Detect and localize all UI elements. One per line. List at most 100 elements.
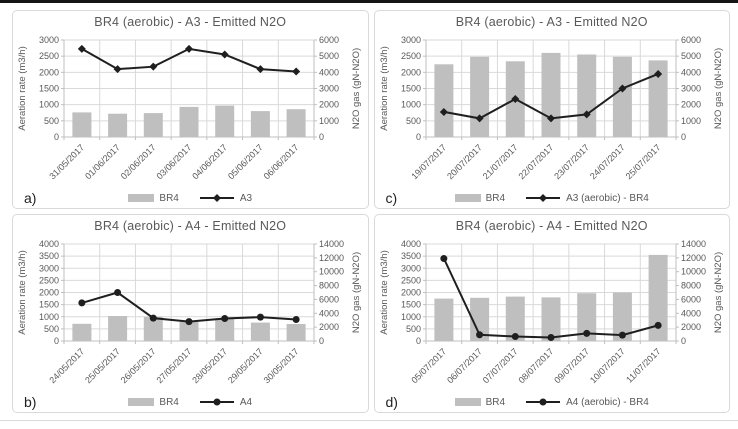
legend-label: BR4 (159, 396, 179, 408)
svg-text:4000: 4000 (681, 67, 701, 77)
line-marker (185, 44, 194, 53)
svg-text:29/05/2017: 29/05/2017 (226, 346, 265, 385)
line-marker (256, 65, 265, 74)
svg-text:06/06/2017: 06/06/2017 (262, 142, 301, 181)
legend-label: A3 (aerobic) - BR4 (566, 192, 649, 204)
bar (179, 106, 199, 137)
svg-text:25/05/2017: 25/05/2017 (83, 346, 122, 385)
chart-plot-d: 0 500 1000 1500 2000 2500 3000 3500 4000 0 2000 400… (379, 239, 724, 385)
svg-text:4000: 4000 (39, 239, 59, 249)
chart-footer: d) BR4 A4 (aerobic) - BR4 (375, 393, 730, 411)
bar-series (434, 254, 668, 341)
svg-text:08/07/2017: 08/07/2017 (516, 346, 555, 385)
svg-text:14000: 14000 (681, 239, 706, 249)
svg-text:4000: 4000 (319, 67, 339, 77)
legend-line-swatch (526, 398, 561, 406)
legend-label: A4 (aerobic) - BR4 (566, 396, 649, 408)
line-marker (511, 332, 519, 340)
svg-text:07/07/2017: 07/07/2017 (481, 346, 520, 385)
line-marker (653, 69, 662, 78)
line-marker (221, 314, 229, 322)
svg-text:0: 0 (54, 132, 59, 142)
svg-text:1500: 1500 (401, 84, 421, 94)
line-marker (440, 255, 448, 263)
svg-text:31/05/2017: 31/05/2017 (48, 142, 87, 181)
svg-text:4000: 4000 (681, 308, 701, 318)
svg-text:2000: 2000 (39, 67, 59, 77)
chart-footer: c) BR4 A3 (aerobic) - BR4 (375, 189, 730, 207)
svg-text:1000: 1000 (401, 312, 421, 322)
line-marker (618, 84, 627, 93)
svg-text:24/07/2017: 24/07/2017 (588, 142, 627, 181)
legend-label: A3 (239, 192, 253, 204)
axis-ticks: 0 500 1000 1500 2000 2500 3000 3500 4000 0 2000 400… (401, 239, 706, 346)
category-labels: 05/07/201706/07/201707/07/201708/07/2017… (409, 346, 662, 385)
svg-text:12000: 12000 (681, 253, 706, 263)
svg-text:10/07/2017: 10/07/2017 (588, 346, 627, 385)
line-marker (292, 316, 300, 324)
svg-text:0: 0 (681, 336, 686, 346)
svg-text:04/06/2017: 04/06/2017 (190, 142, 229, 181)
svg-text:3000: 3000 (681, 84, 701, 94)
bar (108, 316, 128, 341)
legend-line-swatch (199, 194, 234, 202)
svg-text:05/06/2017: 05/06/2017 (226, 142, 265, 181)
svg-text:0: 0 (319, 132, 324, 142)
svg-text:6000: 6000 (681, 35, 701, 45)
line-marker (185, 318, 193, 326)
line-marker (78, 299, 86, 307)
chart-legend: BR4 A4 (aerobic) - BR4 (454, 396, 649, 408)
legend-item: BR4 (128, 192, 179, 204)
svg-text:2000: 2000 (319, 322, 339, 332)
bar-series (434, 52, 668, 138)
line-marker (582, 329, 590, 337)
svg-text:11/07/2017: 11/07/2017 (624, 346, 662, 384)
svg-text:3000: 3000 (319, 84, 339, 94)
svg-text:500: 500 (406, 324, 421, 334)
svg-text:2000: 2000 (401, 67, 421, 77)
svg-text:8000: 8000 (681, 281, 701, 291)
legend-label: A4 (239, 396, 253, 408)
line-marker (114, 289, 122, 296)
svg-text:0: 0 (681, 132, 686, 142)
svg-text:1000: 1000 (39, 312, 59, 322)
right-axis-title: N2O gas (gN-N2O) (713, 48, 724, 129)
line-marker (212, 194, 221, 202)
svg-text:01/06/2017: 01/06/2017 (83, 142, 122, 181)
category-labels: 19/07/201720/07/201721/07/201722/07/2017… (409, 142, 662, 181)
chart-legend: BR4 A3 (aerobic) - BR4 (454, 192, 649, 204)
line-marker (78, 44, 87, 53)
line-marker (257, 313, 265, 321)
legend-item: BR4 (454, 396, 506, 408)
line-marker (213, 398, 221, 406)
legend-label: BR4 (159, 192, 179, 204)
right-axis-title: N2O gas (gN-N2O) (351, 252, 362, 333)
bar-series (72, 105, 306, 137)
svg-text:500: 500 (406, 116, 421, 126)
svg-text:03/06/2017: 03/06/2017 (155, 142, 194, 181)
svg-text:24/05/2017: 24/05/2017 (48, 346, 87, 385)
bar (72, 112, 92, 137)
bar (215, 318, 235, 341)
svg-text:2000: 2000 (681, 100, 701, 110)
svg-text:20/07/2017: 20/07/2017 (445, 142, 484, 181)
svg-text:3000: 3000 (401, 263, 421, 273)
svg-text:2000: 2000 (401, 288, 421, 298)
line-series (440, 255, 662, 342)
svg-text:2500: 2500 (401, 275, 421, 285)
bar-series (72, 316, 306, 342)
panel-letter-b: b) (24, 394, 37, 410)
svg-text:14000: 14000 (319, 239, 344, 249)
line-marker (539, 398, 547, 406)
bar (144, 316, 164, 342)
line-marker (292, 67, 301, 76)
svg-text:6000: 6000 (681, 294, 701, 304)
line-marker (539, 194, 548, 202)
chart-title: BR4 (aerobic) - A3 - Emitted N2O (94, 15, 287, 29)
svg-text:5000: 5000 (681, 51, 701, 61)
legend-item: A3 (199, 193, 252, 204)
legend-label: BR4 (485, 396, 506, 408)
svg-text:12000: 12000 (319, 253, 344, 263)
bar (541, 297, 561, 341)
bar (576, 293, 596, 341)
